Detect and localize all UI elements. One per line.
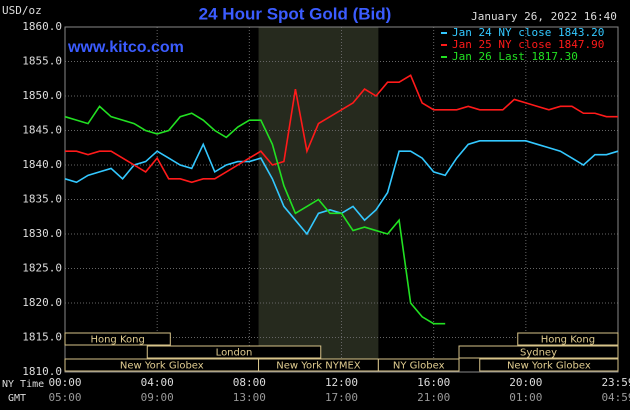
session-box bbox=[64, 332, 171, 346]
session-label: NY Globex bbox=[393, 361, 445, 372]
x-axis-label: NY Time bbox=[2, 379, 44, 390]
session-label: Hong Kong bbox=[90, 335, 144, 346]
session-label: Hong Kong bbox=[541, 335, 595, 346]
x-tick-label: 20:00 bbox=[509, 376, 542, 389]
session-box bbox=[458, 345, 619, 359]
y-tick-label: 1815.0 bbox=[22, 331, 62, 344]
y-tick-label: 1825.0 bbox=[22, 262, 62, 275]
x-tick-label: 12:00 bbox=[325, 376, 358, 389]
y-tick-label: 1835.0 bbox=[22, 193, 62, 206]
x-tick-label-gmt: 05:00 bbox=[48, 391, 81, 404]
session-label: New York Globex bbox=[507, 361, 591, 372]
y-tick-label: 1860.0 bbox=[22, 20, 62, 33]
x-tick-label: 04:00 bbox=[141, 376, 174, 389]
x-tick-label: 00:00 bbox=[48, 376, 81, 389]
session-box bbox=[377, 358, 460, 372]
y-tick-label: 1855.0 bbox=[22, 55, 62, 68]
y-tick-label: 1850.0 bbox=[22, 89, 62, 102]
legend-label: Jan 24 NY close 1843.20 bbox=[452, 26, 604, 39]
y-tick-label: 1845.0 bbox=[22, 124, 62, 137]
session-label: New York NYMEX bbox=[276, 361, 361, 372]
chart-title: 24 Hour Spot Gold (Bid) bbox=[199, 4, 392, 23]
session-box bbox=[517, 332, 619, 346]
x-tick-label-gmt: 04:59 bbox=[601, 391, 630, 404]
x-tick-label-gmt: 13:00 bbox=[233, 391, 266, 404]
y-tick-label: 1810.0 bbox=[22, 365, 62, 378]
legend-label: Jan 26 Last 1817.30 bbox=[452, 50, 578, 63]
session-box bbox=[479, 358, 619, 372]
series-line bbox=[64, 105, 446, 325]
timestamp: January 26, 2022 16:40 bbox=[471, 10, 617, 23]
series-line bbox=[65, 74, 618, 184]
x-tick-label-gmt: 09:00 bbox=[141, 391, 174, 404]
y-tick-label: 1830.0 bbox=[22, 227, 62, 240]
x-tick-label: 08:00 bbox=[233, 376, 266, 389]
y-unit: USD/oz bbox=[2, 4, 42, 17]
session-box bbox=[146, 345, 322, 359]
x-tick-label-gmt: 01:00 bbox=[509, 391, 542, 404]
y-tick-label: 1820.0 bbox=[22, 296, 62, 309]
session-label: London bbox=[216, 348, 253, 359]
x-axis-label: GMT bbox=[8, 393, 26, 404]
x-tick-label-gmt: 17:00 bbox=[325, 391, 358, 404]
plot-frame bbox=[64, 26, 619, 373]
session-label: Sydney bbox=[520, 348, 557, 359]
x-tick-label: 16:00 bbox=[417, 376, 450, 389]
y-tick-label: 1840.0 bbox=[22, 158, 62, 171]
x-tick-label-gmt: 21:00 bbox=[417, 391, 450, 404]
session-label: New York Globex bbox=[120, 361, 204, 372]
legend-label: Jan 25 NY close 1847.90 bbox=[452, 38, 604, 51]
source-label: www.kitco.com bbox=[67, 39, 184, 56]
x-tick-label: 23:59 bbox=[601, 376, 630, 389]
